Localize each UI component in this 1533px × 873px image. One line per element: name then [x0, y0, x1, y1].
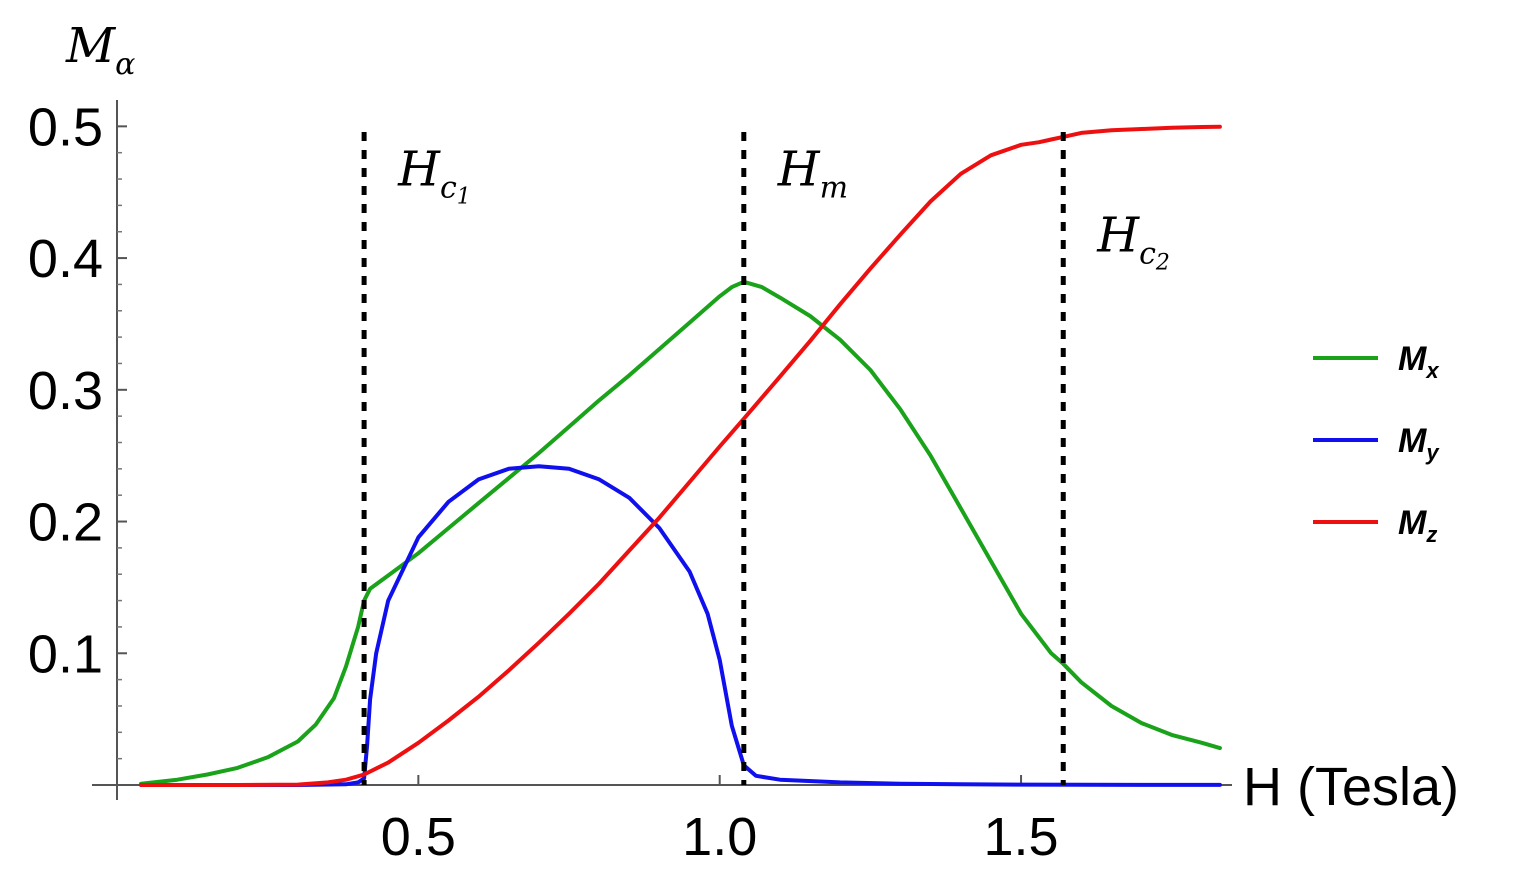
series-layer	[139, 124, 1222, 787]
vline-label-sub: c	[440, 171, 457, 206]
legend-label-main: M	[1398, 504, 1427, 542]
y-axis-label-main: M	[65, 18, 117, 74]
y-tick-label: 0.1	[28, 624, 103, 684]
legend-label-my: My	[1398, 422, 1440, 465]
y-tick-label: 0.3	[28, 361, 103, 421]
legend-label-mz: Mz	[1398, 504, 1437, 547]
vline-label-subsub: 1	[457, 185, 471, 210]
vline-label-2: Hc2	[1096, 207, 1170, 275]
vline-label-sub: c	[1139, 236, 1156, 271]
legend-label-main: M	[1398, 422, 1427, 460]
vline-label-main: H	[1096, 207, 1140, 263]
legend-label-sub: y	[1425, 440, 1440, 465]
x-tick-label: 0.5	[381, 807, 456, 867]
x-axis-label: H (Tesla)	[1243, 757, 1459, 817]
y-tick-label: 0.5	[28, 97, 103, 157]
vline-label-main: H	[397, 142, 441, 198]
y-axis-label-sub: α	[115, 47, 135, 82]
x-tick-label: 1.0	[682, 807, 757, 867]
legend-label-main: M	[1398, 340, 1427, 378]
vline-label-main: H	[777, 142, 821, 198]
vline-label-sub: m	[820, 171, 848, 206]
series-line-mx	[139, 279, 1222, 786]
series-line-mz	[139, 124, 1222, 787]
x-tick-label: 1.5	[984, 807, 1059, 867]
series-line-my	[139, 464, 1222, 787]
ticks: 0.1 0.2 0.3 0.4 0.5 0.5 1.0 1.5	[28, 97, 1059, 867]
vline-label-1: Hm	[777, 142, 848, 206]
axis-labels: Mα H (Tesla)	[65, 18, 1459, 817]
vline-label-subsub: 2	[1155, 250, 1170, 275]
legend-label-sub: x	[1425, 358, 1439, 383]
legend-label-mx: Mx	[1398, 340, 1439, 383]
y-minor-ticks	[117, 151, 122, 760]
y-tick-label: 0.2	[28, 493, 103, 553]
legend-label-sub: z	[1425, 522, 1437, 547]
y-tick-label: 0.4	[28, 229, 103, 289]
y-axis-label: Mα	[65, 18, 135, 82]
vline-label-0: Hc1	[397, 142, 471, 210]
